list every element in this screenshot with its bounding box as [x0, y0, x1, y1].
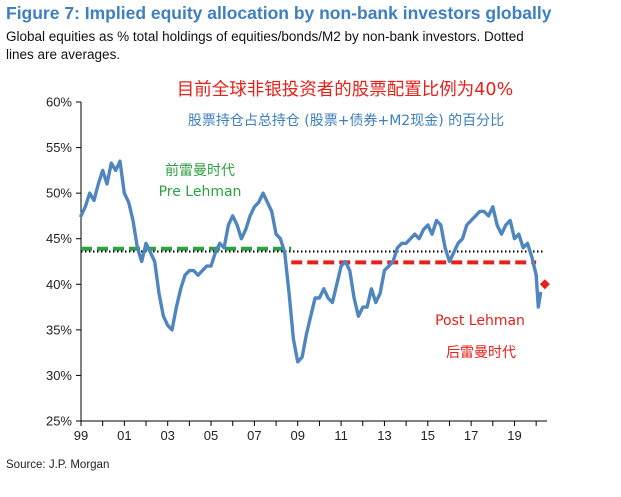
- x-tick-label: 01: [117, 428, 131, 443]
- annotation-post-en: Post Lehman: [435, 313, 525, 329]
- latest-point-marker: [539, 279, 550, 290]
- annotation-headline: 目前全球非银投资者的股票配置比例为40%: [177, 80, 513, 100]
- x-tick-label: 17: [464, 428, 478, 443]
- annotation-sub: 股票持仓占总持仓 (股票+债券+M2现金) 的百分比: [188, 113, 504, 129]
- source-note: Source: J.P. Morgan: [6, 459, 110, 471]
- x-tick-label: 03: [160, 428, 174, 443]
- y-tick-label: 50%: [46, 186, 72, 201]
- y-tick-label: 45%: [46, 231, 72, 246]
- x-tick-label: 07: [247, 428, 261, 443]
- x-tick-label: 11: [334, 428, 348, 443]
- y-tick-label: 60%: [46, 95, 72, 110]
- series-group: [79, 159, 550, 364]
- y-tick-label: 55%: [46, 140, 72, 155]
- x-tick-label: 09: [291, 428, 305, 443]
- x-tick-label: 13: [377, 428, 391, 443]
- series-line-0: [79, 159, 543, 364]
- x-tick-label: 05: [204, 428, 218, 443]
- average-lines: [81, 246, 543, 265]
- annotation-pre-cn: 前雷曼时代: [165, 162, 235, 179]
- y-tick-label: 25%: [46, 414, 72, 429]
- chart-title: Figure 7: Implied equity allocation by n…: [6, 3, 552, 23]
- x-tick-label: 99: [74, 428, 88, 443]
- axes: 60% 55% 50% 45% 40% 35% 30% 25%99 01 03 05 07 09 11 13…: [46, 95, 547, 443]
- annotation-pre-en: Pre Lehman: [159, 184, 242, 200]
- x-tick-label: 19: [507, 428, 521, 443]
- annotations: 目前全球非银投资者的股票配置比例为40% 股票持仓占总持仓 (股票+债券+M2现金…: [159, 80, 525, 361]
- y-tick-label: 35%: [46, 322, 72, 337]
- y-tick-label: 30%: [46, 368, 72, 383]
- annotation-post-cn: 后雷曼时代: [446, 345, 516, 361]
- y-tick-label: 40%: [46, 277, 72, 292]
- chart-subtitle: Global equities as % total holdings of e…: [6, 29, 524, 62]
- x-tick-label: 15: [421, 428, 435, 443]
